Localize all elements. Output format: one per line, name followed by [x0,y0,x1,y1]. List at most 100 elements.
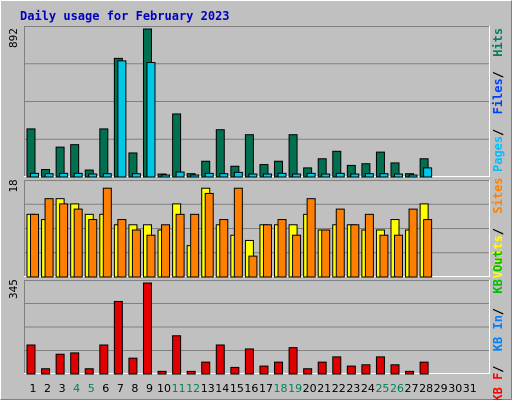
bar [99,128,109,178]
bar [364,173,374,178]
day-tick-label: 18 [274,382,288,395]
day-tick-label: 29 [434,382,448,395]
bar [41,368,51,375]
legend-kb-in-out: KB F / KB In / KB Out [491,250,505,400]
bar [419,361,429,375]
bar [364,213,374,278]
bar [204,172,214,178]
day-tick-label: 24 [361,382,375,395]
bar [204,192,214,278]
bar [201,361,211,375]
legend-label: Sites [491,177,505,213]
bar [274,361,284,375]
series-sites [30,187,433,278]
day-tick-label: 19 [288,382,302,395]
bar [102,173,112,178]
day-tick-label: 21 [317,382,331,395]
bar [55,146,65,178]
bar [244,134,254,178]
bar [146,62,156,178]
bar [146,234,156,278]
day-tick-label: 23 [346,382,360,395]
legend-label: Visits [491,235,505,278]
bar [190,174,200,178]
day-tick-label: 9 [146,382,153,395]
bar [131,173,141,178]
bar [117,60,127,178]
bar [244,348,254,375]
bar [306,172,316,178]
bar [99,344,109,375]
bar [88,219,98,278]
bar [175,171,185,178]
legend-separator: / [491,308,505,315]
day-axis: 1 2 3 4 5 6 7 8 9 10 11 12 13 14 15 16 17 18 19 20 21 22 23 24 2… [30,382,477,395]
bar [350,173,360,178]
legend-label: KB F [491,373,505,400]
bar [172,113,182,178]
bar [335,208,345,278]
day-tick-label: 26 [390,382,404,395]
bar [175,213,185,278]
day-tick-label: 27 [405,382,419,395]
day-tick-label: 30 [448,382,462,395]
legend-separator: / [491,228,505,235]
bar [113,300,123,375]
panel-visits-sites: 18 [7,179,490,278]
bar [172,335,182,375]
legend-label: Pages [491,136,505,172]
bar [335,172,345,178]
bar [230,366,240,375]
legend-separator: / [491,129,505,136]
bar [394,234,403,278]
day-tick-label: 13 [201,382,215,395]
y-max-label: 345 [7,279,20,299]
bar [157,370,167,375]
bar [423,167,433,178]
bar [262,173,272,178]
bar [259,365,269,375]
bar [361,364,371,375]
bar [346,365,356,375]
bar [248,173,258,178]
bar [219,219,229,278]
bar [350,224,360,278]
day-tick-label: 3 [59,382,66,395]
panel-kb-in-out: 345 [7,279,490,375]
bar [332,356,342,375]
y-max-label: 892 [7,28,20,48]
bar [288,347,298,375]
bar [408,174,418,178]
bar [30,172,39,178]
bar [88,173,98,178]
day-tick-label: 6 [102,382,109,395]
bar [131,229,141,278]
day-tick-label: 20 [303,382,317,395]
bar [44,173,54,178]
bar [59,203,69,278]
bar [30,213,39,278]
plot-area: 892 18 345 [7,26,490,375]
bar [142,282,152,375]
bar [423,219,433,278]
bar [277,219,287,278]
y-max-label: 18 [7,179,20,192]
day-tick-label: 8 [131,382,138,395]
bar [190,213,200,278]
bar [161,174,171,178]
series-files [30,60,433,178]
day-tick-label: 17 [259,382,273,395]
bar [375,356,385,375]
bar [379,234,389,278]
day-tick-label: 15 [230,382,244,395]
bar [73,208,83,278]
bar [233,187,243,278]
series-kb-f [26,282,429,375]
bar [59,172,69,178]
legend-separator: / [491,71,505,78]
bar [73,172,83,178]
legend-separator: / [491,366,505,373]
bar [394,173,403,178]
day-tick-label: 2 [44,382,51,395]
